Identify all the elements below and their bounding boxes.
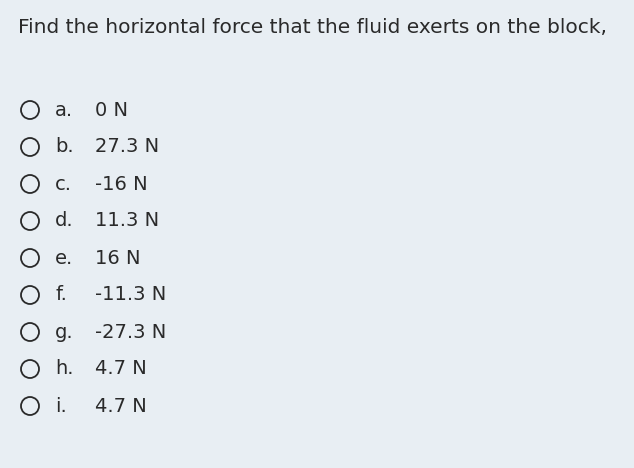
Text: h.: h. [55,359,74,379]
Text: f.: f. [55,285,67,305]
Text: d.: d. [55,212,74,231]
Text: g.: g. [55,322,74,342]
Text: 27.3 N: 27.3 N [95,138,159,156]
Text: e.: e. [55,249,74,268]
Text: 4.7 N: 4.7 N [95,396,146,416]
Text: 16 N: 16 N [95,249,141,268]
Text: 4.7 N: 4.7 N [95,359,146,379]
Text: -16 N: -16 N [95,175,148,193]
Text: 11.3 N: 11.3 N [95,212,159,231]
Text: -11.3 N: -11.3 N [95,285,166,305]
Text: b.: b. [55,138,74,156]
Text: a.: a. [55,101,73,119]
Text: c.: c. [55,175,72,193]
Text: Find the horizontal force that the fluid exerts on the block,: Find the horizontal force that the fluid… [18,18,613,37]
Text: 0 N: 0 N [95,101,128,119]
Text: -27.3 N: -27.3 N [95,322,166,342]
Text: i.: i. [55,396,67,416]
